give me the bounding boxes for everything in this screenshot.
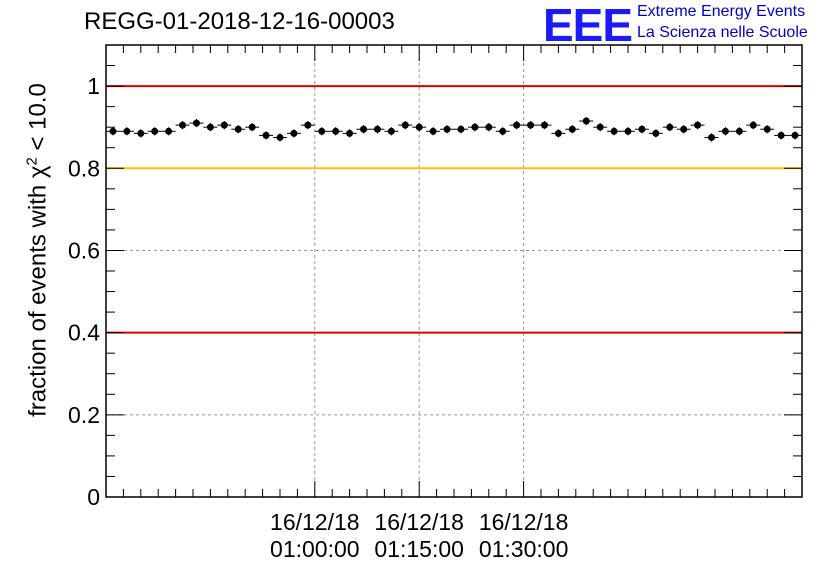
data-point (527, 121, 535, 129)
plot-frame (105, 44, 803, 498)
reference-lines (106, 85, 802, 334)
data-point (680, 125, 688, 133)
data-point (666, 123, 674, 131)
y-tick-label: 0.2 (68, 402, 100, 428)
data-point (151, 127, 159, 135)
data-point (513, 121, 521, 129)
data-point (192, 119, 200, 127)
data-point (777, 131, 785, 139)
data-point (165, 127, 173, 135)
data-point (220, 121, 228, 129)
x-tick-label-time: 01:00:00 (270, 536, 360, 562)
logo-line-1: Extreme Energy Events (637, 3, 806, 20)
logo-line-2: La Scienza nelle Scuole (637, 24, 808, 41)
x-tick-labels: 16/12/1801:00:0016/12/1801:15:0016/12/18… (270, 509, 568, 562)
data-point (652, 129, 660, 137)
data-point (443, 125, 451, 133)
data-point (429, 127, 437, 135)
data-point (735, 127, 743, 135)
data-point (749, 121, 757, 129)
data-point (596, 123, 604, 131)
data-point (457, 125, 465, 133)
data-point (582, 117, 590, 125)
y-axis-label: fraction of events with χ2 < 10.0 (23, 83, 52, 417)
data-point (568, 125, 576, 133)
data-point (401, 121, 409, 129)
data-point (234, 125, 242, 133)
data-point (610, 127, 618, 135)
data-point (694, 121, 702, 129)
data-point (471, 123, 479, 131)
y-tick-label: 1 (87, 73, 100, 99)
data-point (763, 125, 771, 133)
data-point (554, 129, 562, 137)
data-point (387, 127, 395, 135)
data-point (137, 129, 145, 137)
chart-title: REGG-01-2018-12-16-00003 (84, 8, 395, 35)
data-point (318, 127, 326, 135)
x-tick-label-date: 16/12/18 (374, 509, 464, 535)
data-point (346, 129, 354, 137)
data-point (360, 125, 368, 133)
y-tick-label: 0.8 (68, 155, 100, 181)
data-point (290, 129, 298, 137)
axis-ticks (105, 44, 803, 498)
x-tick-label-time: 01:30:00 (479, 536, 569, 562)
data-point (304, 121, 312, 129)
data-point (499, 127, 507, 135)
data-point (179, 121, 187, 129)
data-point (415, 123, 423, 131)
data-point (248, 123, 256, 131)
y-tick-label: 0 (87, 484, 100, 510)
data-point (109, 127, 117, 135)
x-tick-label-date: 16/12/18 (270, 509, 360, 535)
data-point (540, 121, 548, 129)
data-point (791, 131, 799, 139)
data-point (123, 127, 131, 135)
gridlines (106, 45, 802, 498)
x-tick-label-date: 16/12/18 (479, 509, 569, 535)
eee-logo: EEE Extreme Energy Events La Scienza nel… (543, 0, 836, 50)
data-point (373, 125, 381, 133)
data-point (485, 123, 493, 131)
data-point (276, 133, 284, 141)
y-tick-labels: 0 0.2 0.4 0.6 0.8 1 (68, 73, 100, 510)
data-point (206, 123, 214, 131)
data-point (262, 131, 270, 139)
data-point (708, 133, 716, 141)
data-point (332, 127, 340, 135)
logo-mark: EEE (543, 0, 633, 51)
data-point (624, 127, 632, 135)
data-point (638, 125, 646, 133)
y-tick-label: 0.4 (68, 320, 100, 346)
data-point (721, 127, 729, 135)
x-tick-label-time: 01:15:00 (374, 536, 464, 562)
y-tick-label: 0.6 (68, 237, 100, 263)
data-points (106, 116, 802, 142)
